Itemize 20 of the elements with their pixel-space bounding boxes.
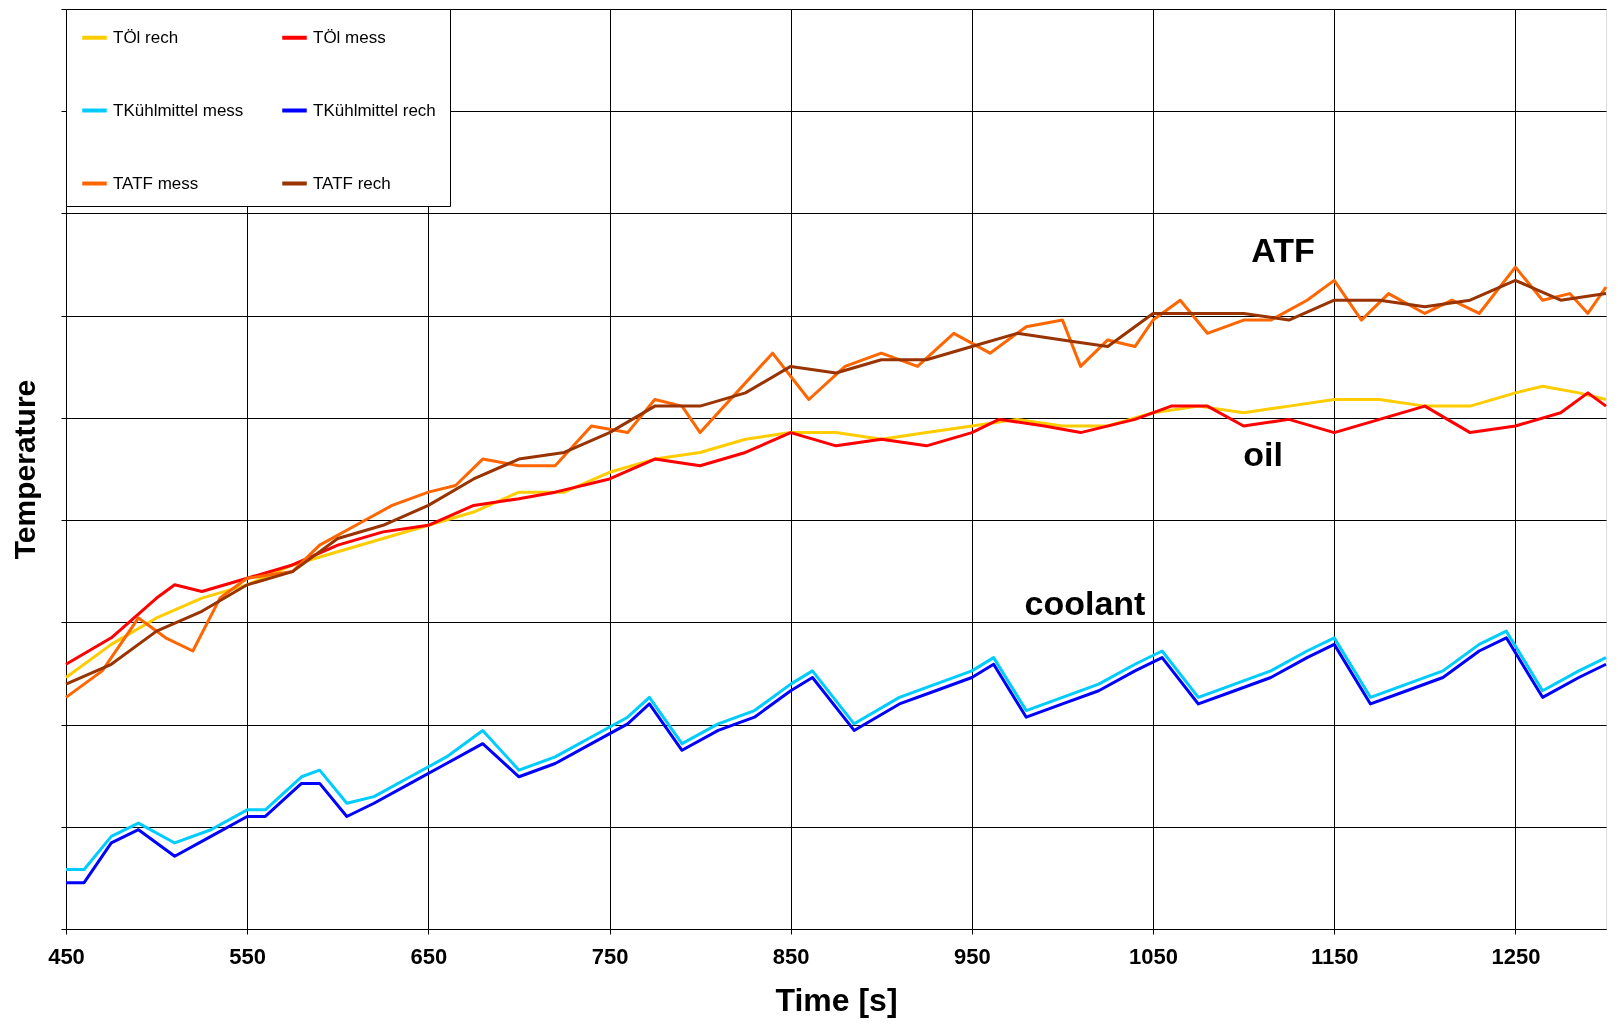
legend-label: TÖl mess — [313, 27, 386, 47]
x-tick-label: 650 — [410, 943, 448, 969]
x-tick-label: 1250 — [1491, 943, 1541, 969]
x-tick-label: 550 — [229, 943, 267, 969]
x-tick-label: 1050 — [1129, 943, 1179, 969]
annotation: oil — [1243, 435, 1283, 473]
legend-label: TÖl rech — [113, 27, 179, 47]
legend-label: TATF mess — [113, 173, 199, 193]
x-axis-title: Time [s] — [775, 981, 898, 1018]
x-tick-label: 1150 — [1310, 943, 1359, 969]
legend-label: TATF rech — [313, 173, 391, 193]
legend-label: TKühlmittel mess — [113, 100, 244, 120]
x-tick-label: 850 — [772, 943, 810, 969]
y-axis-title: Temperature — [8, 379, 41, 560]
legend-label: TKühlmittel rech — [313, 100, 436, 120]
annotation: coolant — [1024, 584, 1146, 622]
x-tick-label: 950 — [954, 943, 991, 969]
x-tick-label: 450 — [48, 943, 85, 969]
x-tick-label: 750 — [591, 943, 629, 969]
annotation: ATF — [1251, 231, 1315, 269]
